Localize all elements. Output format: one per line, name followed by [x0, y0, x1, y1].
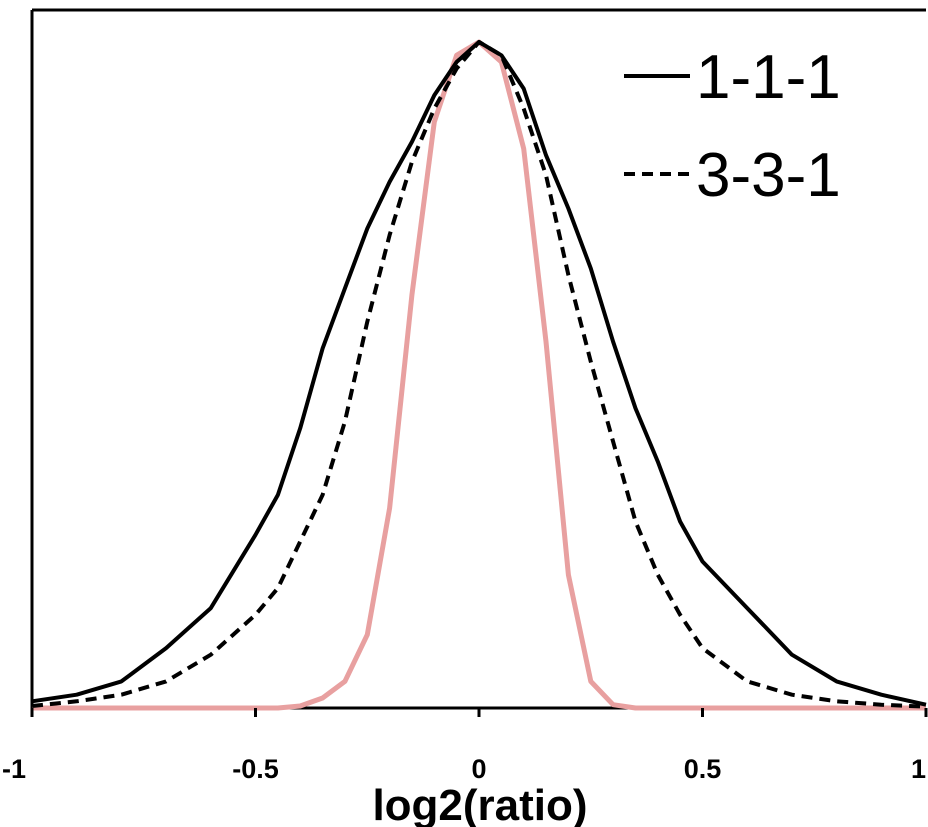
legend-label: 3-3-1: [696, 141, 841, 210]
legend-label: 1-1-1: [696, 43, 841, 112]
x-tick-label: 0: [471, 754, 486, 784]
legend: 1-1-1 3-3-1: [624, 43, 841, 210]
x-tick-label: 1: [911, 754, 926, 784]
series-line-3-3-1: [31, 40, 927, 709]
x-tick-label: 0.5: [684, 754, 722, 784]
x-axis: -1 -0.5 0 0.5 1: [2, 708, 928, 784]
plot-frame: [30, 8, 926, 710]
x-tick-label: -1: [2, 754, 26, 784]
x-axis-title: log2(ratio): [372, 781, 587, 827]
x-tick-label: -0.5: [232, 754, 279, 784]
